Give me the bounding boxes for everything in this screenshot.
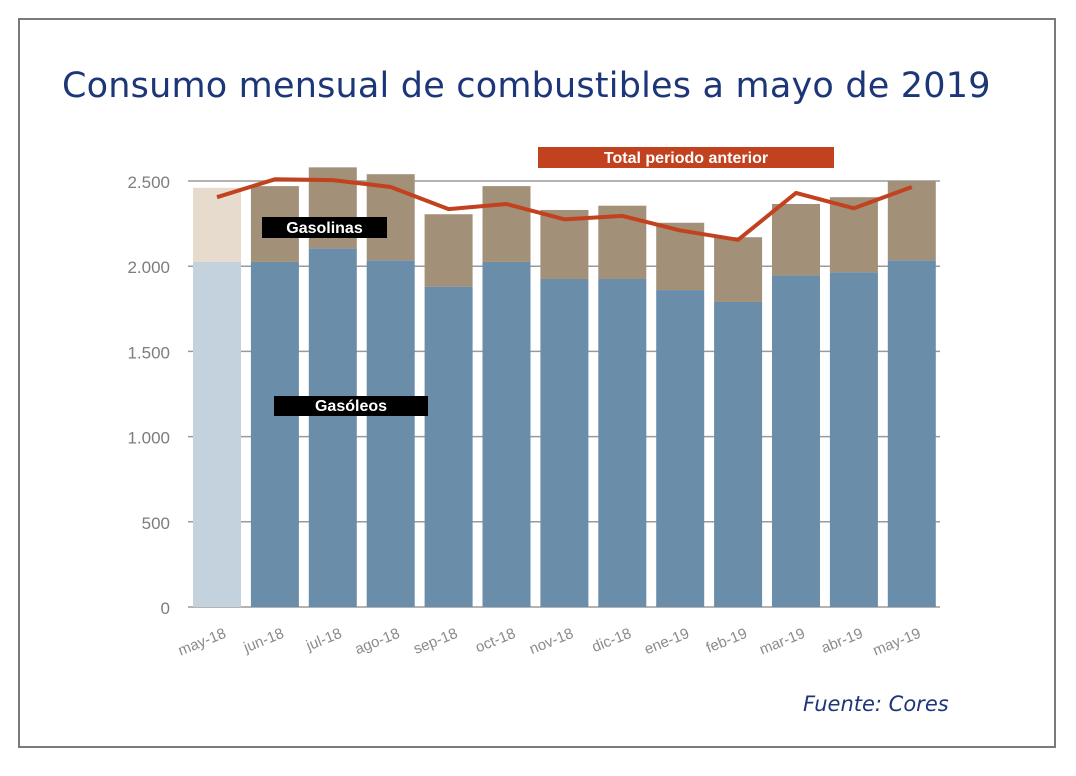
chart-title: Consumo mensual de combustibles a mayo d… xyxy=(62,66,991,106)
legend-label-gasolinas-box xyxy=(262,217,387,238)
x-tick-label: nov-18 xyxy=(527,625,576,658)
legend-label-total-periodo-anterior: Total periodo anterior xyxy=(604,150,768,167)
bar-gasoleos xyxy=(366,260,415,607)
bar-gasoleos xyxy=(887,260,936,607)
bar-gasoleos xyxy=(250,261,299,607)
y-tick-label: 1.500 xyxy=(127,343,170,362)
bar-gasoleos xyxy=(193,261,241,607)
x-tick-label: ago-18 xyxy=(353,625,403,658)
bar-gasoleos xyxy=(424,286,473,607)
chart-frame xyxy=(18,18,1056,748)
x-tick-label: abr-19 xyxy=(819,625,866,657)
bar-gasoleos xyxy=(829,272,878,607)
y-tick-label: 0 xyxy=(161,599,170,618)
x-tick-label: mar-19 xyxy=(757,625,807,659)
bar-gasoleos xyxy=(656,290,705,607)
bar-gasolinas xyxy=(424,214,473,287)
y-tick-label: 2.000 xyxy=(127,258,170,277)
x-tick-label: may-19 xyxy=(871,625,924,660)
x-tick-label: ene-19 xyxy=(642,625,692,658)
x-tick-label: jun-18 xyxy=(240,625,286,657)
bar-gasoleos xyxy=(598,278,647,607)
legend-label-gasoleos: Gasóleos xyxy=(315,398,387,415)
x-tick-label: feb-19 xyxy=(704,625,750,657)
y-tick-label: 500 xyxy=(142,514,170,533)
bar-gasoleos xyxy=(772,275,820,607)
y-tick-label: 1.000 xyxy=(127,429,170,448)
bar-gasolinas xyxy=(772,204,820,276)
legend-label-total-periodo-anterior-box xyxy=(538,147,834,168)
legend-label-gasoleos-box xyxy=(274,396,428,416)
x-tick-label: jul-18 xyxy=(303,625,344,655)
source-note: Fuente: Cores xyxy=(803,692,949,716)
y-tick-label: 2.500 xyxy=(127,173,170,192)
bar-gasolinas xyxy=(482,186,531,262)
x-tick-label: may-18 xyxy=(176,625,229,660)
bar-gasoleos xyxy=(482,261,531,607)
bar-gasoleos xyxy=(308,248,357,608)
bar-gasoleos xyxy=(714,301,763,607)
x-tick-label: dic-18 xyxy=(590,625,634,656)
line-total-periodo-anterior xyxy=(216,177,913,242)
bar-gasolinas xyxy=(193,187,241,262)
x-tick-label: sep-18 xyxy=(411,625,460,658)
x-tick-label: oct-18 xyxy=(473,625,518,656)
bar-gasolinas xyxy=(540,209,589,279)
bar-gasoleos xyxy=(540,278,589,607)
legend-label-gasolinas: Gasolinas xyxy=(286,220,363,237)
bar-gasolinas xyxy=(714,237,763,302)
